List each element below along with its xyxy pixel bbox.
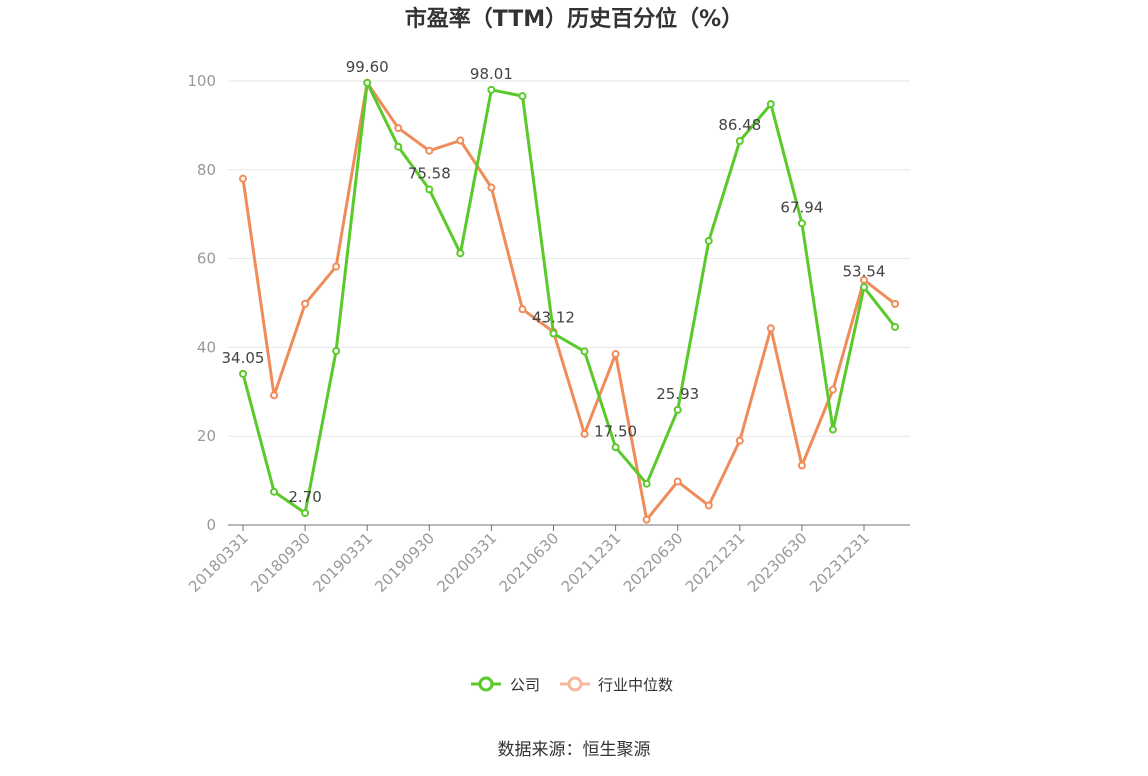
data-label-layer: 34.05 2.70 99.60 75.58 98.01 43.12 17.50 25.93 8… [222,58,886,506]
data-point [860,283,868,292]
data-point [704,236,713,245]
data-point [239,174,247,183]
legend: 公司 行业中位数 [471,676,673,694]
data-point [270,391,279,400]
data-label: 34.05 [222,349,265,367]
data-point [487,183,496,192]
data-label: 75.58 [408,164,451,182]
x-tick-label: 20211231 [558,529,625,596]
data-label: 53.54 [843,262,886,280]
data-point [828,385,837,394]
legend-marker-industry [567,676,583,692]
y-tick-label: 20 [197,427,216,445]
data-point [580,347,589,356]
data-point [425,146,434,155]
legend-label-company: 公司 [510,676,540,694]
data-point [394,124,403,133]
data-point [673,477,682,486]
data-point [891,322,900,331]
data-point [611,443,620,452]
data-point [642,479,651,488]
data-point [766,324,775,333]
legend-label-industry: 行业中位数 [598,676,673,694]
x-tick-label: 20180930 [247,529,314,596]
data-label: 17.50 [594,422,637,440]
x-tick-label: 20220630 [620,529,687,596]
legend-item-industry[interactable]: 行业中位数 [560,676,673,694]
data-point [797,219,806,228]
data-point [332,262,341,271]
y-tick-label: 0 [206,516,216,534]
y-tick-label: 60 [197,250,216,268]
data-point [580,429,589,438]
data-label: 86.48 [718,116,761,134]
data-point [735,137,744,146]
x-tick-label: 20180331 [185,529,252,596]
legend-marker-company [478,676,494,692]
series-line-1 [241,81,897,522]
data-label: 98.01 [470,65,513,83]
data-label: 25.93 [656,385,699,403]
data-label: 2.70 [288,488,321,506]
data-point [642,515,651,524]
data-label: 67.94 [780,198,823,216]
series-line-0 [241,81,897,515]
x-tick-label: 20230630 [744,529,811,596]
data-point [425,185,434,194]
data-point [828,425,837,434]
data-point [735,436,744,445]
data-label: 99.60 [346,58,389,76]
data-label: 43.12 [532,309,575,327]
data-point [487,85,496,94]
y-tick-label: 40 [197,338,216,356]
x-tick-label: 20200331 [434,529,501,596]
legend-item-company[interactable]: 公司 [471,676,540,694]
data-point [766,100,775,109]
x-tick-label: 20221231 [682,529,749,596]
x-tick-label: 20210630 [496,529,563,596]
data-point [456,249,465,258]
data-point [363,78,372,87]
data-point [797,461,806,470]
data-point [301,299,310,308]
data-point [518,305,527,314]
x-tick-label: 20190331 [309,529,376,596]
data-point [611,350,620,359]
x-tick-label: 20231231 [806,529,873,596]
x-tick-label: 20190930 [371,529,438,596]
data-point [549,329,558,338]
data-point [239,369,247,378]
series-layer [239,78,900,524]
data-point [301,509,310,518]
data-point [891,299,900,308]
y-tick-label: 80 [197,161,216,179]
data-point [270,487,279,496]
data-point [456,136,465,145]
source-note: 数据来源：恒生聚源 [498,740,651,760]
data-point [394,142,403,151]
data-point [518,92,527,101]
data-point [704,501,713,510]
data-point [673,405,682,414]
data-point [860,275,868,284]
data-point [332,346,341,355]
y-tick-label: 100 [187,72,216,90]
chart-title: 市盈率（TTM）历史百分位（%） [405,6,743,32]
